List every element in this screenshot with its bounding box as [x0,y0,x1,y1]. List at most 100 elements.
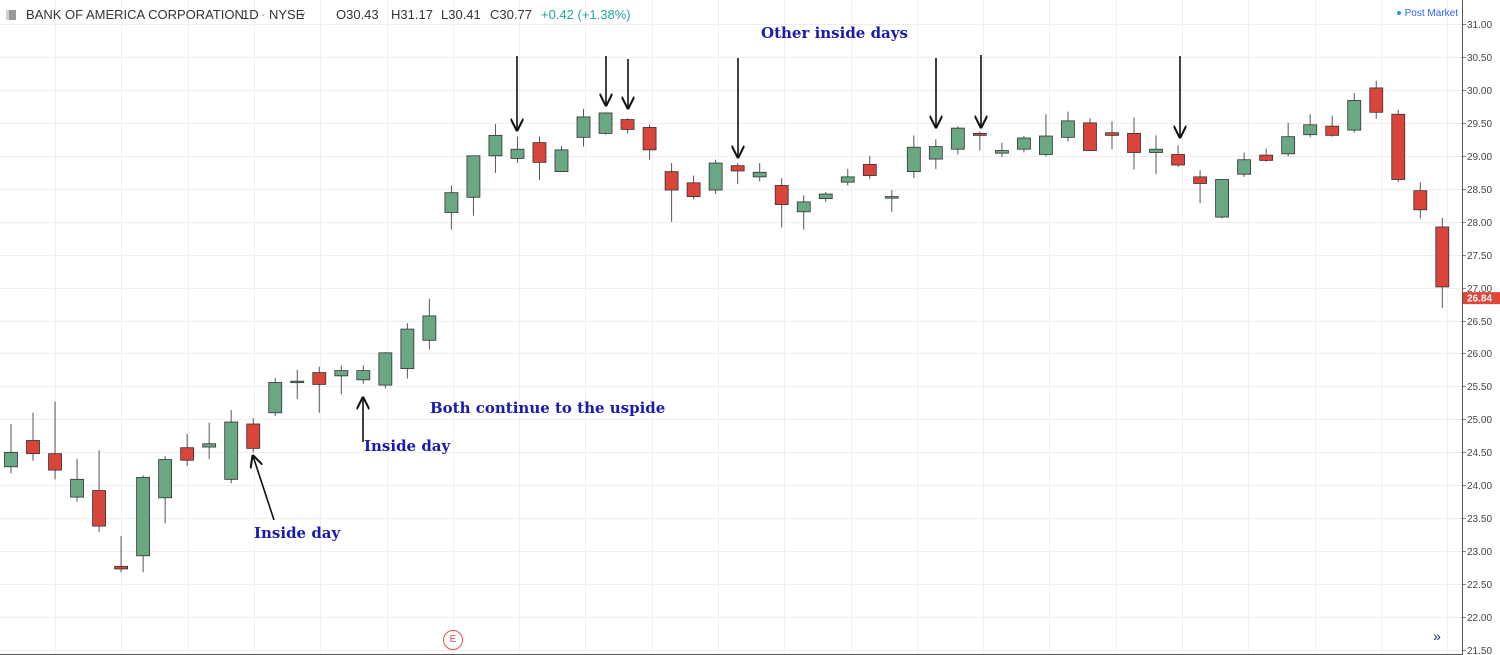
candle[interactable] [1303,114,1318,138]
candle[interactable] [334,365,349,395]
candle[interactable] [136,475,151,573]
candle[interactable] [950,126,965,155]
candle[interactable] [884,190,899,212]
candle[interactable] [554,145,569,173]
candle[interactable] [708,159,723,195]
candle[interactable] [1435,217,1450,309]
candle[interactable] [620,118,635,134]
candle[interactable] [224,410,239,484]
candle[interactable] [1237,152,1252,177]
exchange-label[interactable]: NYSE [269,7,305,22]
candle-body [950,127,965,150]
candle[interactable] [400,323,415,379]
candle[interactable] [642,124,657,160]
candle[interactable] [686,175,701,200]
candle[interactable] [466,155,481,216]
candle-body [1215,179,1229,218]
candle-body [92,490,106,527]
candle[interactable] [1347,93,1362,133]
candle-body [774,185,789,205]
candle[interactable] [202,422,217,459]
annotation-arrows [253,55,1180,521]
candle[interactable] [378,352,393,389]
candle[interactable] [598,112,613,135]
candle[interactable] [906,135,921,179]
candle-body [1039,135,1053,155]
collapse-icon[interactable] [6,10,16,20]
candle[interactable] [862,155,877,179]
candle[interactable] [1083,118,1097,152]
candle[interactable] [48,401,62,480]
candle[interactable] [840,168,855,186]
candle-body [1149,148,1163,153]
candle[interactable] [422,298,437,350]
candle[interactable] [26,412,40,461]
candle[interactable] [1413,182,1428,219]
candle[interactable] [1039,114,1053,157]
chevron-down-icon[interactable]: ˅ [300,10,306,20]
earnings-marker[interactable]: E [443,630,463,650]
candle[interactable] [1017,136,1031,153]
candle[interactable] [730,163,745,185]
candle[interactable] [532,136,547,181]
candle-body [532,142,547,163]
candle-body [1259,154,1274,161]
candle-body [422,315,437,341]
candle[interactable] [774,178,789,228]
candle[interactable] [510,136,525,164]
candle[interactable] [1325,115,1340,137]
candle-body [70,478,84,498]
candle-body [686,182,701,198]
candle[interactable] [1061,111,1075,142]
interval-label[interactable]: 1D [242,7,259,22]
candle[interactable] [1193,170,1207,204]
candle[interactable] [488,124,503,173]
candle[interactable] [1391,109,1406,183]
candle[interactable] [114,536,128,573]
candle[interactable] [312,366,327,413]
candle[interactable] [246,418,261,453]
candle[interactable] [1105,121,1119,150]
candle-body [884,196,899,199]
y-tick-label: 30.00 [1467,86,1492,97]
candle-body [224,421,239,480]
y-tick-label: 21.50 [1467,646,1492,655]
scroll-to-realtime-button[interactable]: » [1433,628,1441,644]
candle[interactable] [444,185,459,230]
post-market-indicator[interactable]: Post Market [1396,8,1458,19]
candle-body [1347,100,1362,131]
candle[interactable] [818,192,833,202]
candle[interactable] [4,423,18,474]
candle[interactable] [268,377,283,417]
candle-body [1325,125,1340,136]
candle[interactable] [1259,148,1274,162]
change-value: +0.42 (+1.38%) [541,7,631,22]
candle[interactable] [664,163,679,222]
candle[interactable] [180,433,195,467]
candle[interactable] [1281,122,1296,157]
annotation-inside-day-2: Inside day [364,437,451,455]
symbol-name[interactable]: BANK OF AMERICA CORPORATION [26,7,244,22]
candle[interactable] [356,365,371,384]
candle[interactable] [972,131,987,151]
candle[interactable] [928,139,943,169]
candle[interactable] [752,163,767,182]
candle[interactable] [796,195,811,230]
candle[interactable] [1149,135,1163,175]
candle[interactable] [995,142,1009,158]
candle[interactable] [1215,179,1229,219]
candle-body [312,372,327,385]
candle-body [1127,132,1141,153]
candle[interactable] [576,109,591,147]
candle[interactable] [290,369,305,399]
candle[interactable] [1369,80,1384,119]
candle[interactable] [158,456,173,524]
annotation-inside-day-1: Inside day [254,524,341,542]
candle[interactable] [92,450,106,533]
y-tick-label: 26.00 [1467,349,1492,360]
candle[interactable] [1127,117,1141,170]
candle[interactable] [70,458,84,502]
candle[interactable] [1171,145,1185,167]
